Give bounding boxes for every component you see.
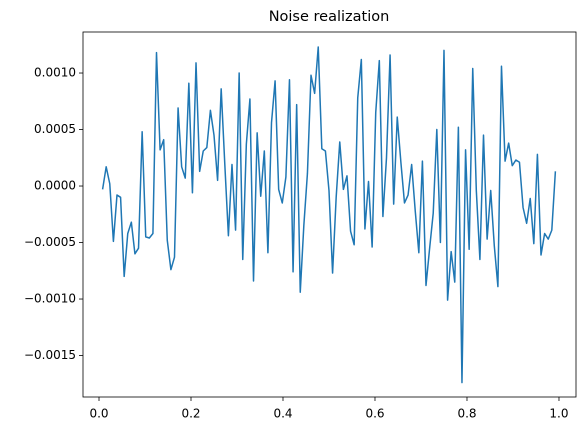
x-tick-label: 0.4 xyxy=(273,407,292,421)
y-tick-label: 0.0005 xyxy=(34,122,76,136)
y-tick-label: −0.0005 xyxy=(24,235,76,249)
chart-title: Noise realization xyxy=(269,9,390,25)
y-tick-label: −0.0010 xyxy=(24,292,76,306)
x-tick-label: 0.0 xyxy=(89,407,108,421)
y-tick-label: 0.0000 xyxy=(34,179,76,193)
x-tick-label: 0.8 xyxy=(457,407,476,421)
x-tick-label: 0.2 xyxy=(181,407,200,421)
y-tick-label: −0.0015 xyxy=(24,348,76,362)
x-tick-label: 0.6 xyxy=(365,407,384,421)
plot-frame xyxy=(82,31,577,398)
y-tick-label: 0.0010 xyxy=(34,66,76,80)
x-tick-label: 1.0 xyxy=(549,407,568,421)
data-line xyxy=(101,46,557,384)
